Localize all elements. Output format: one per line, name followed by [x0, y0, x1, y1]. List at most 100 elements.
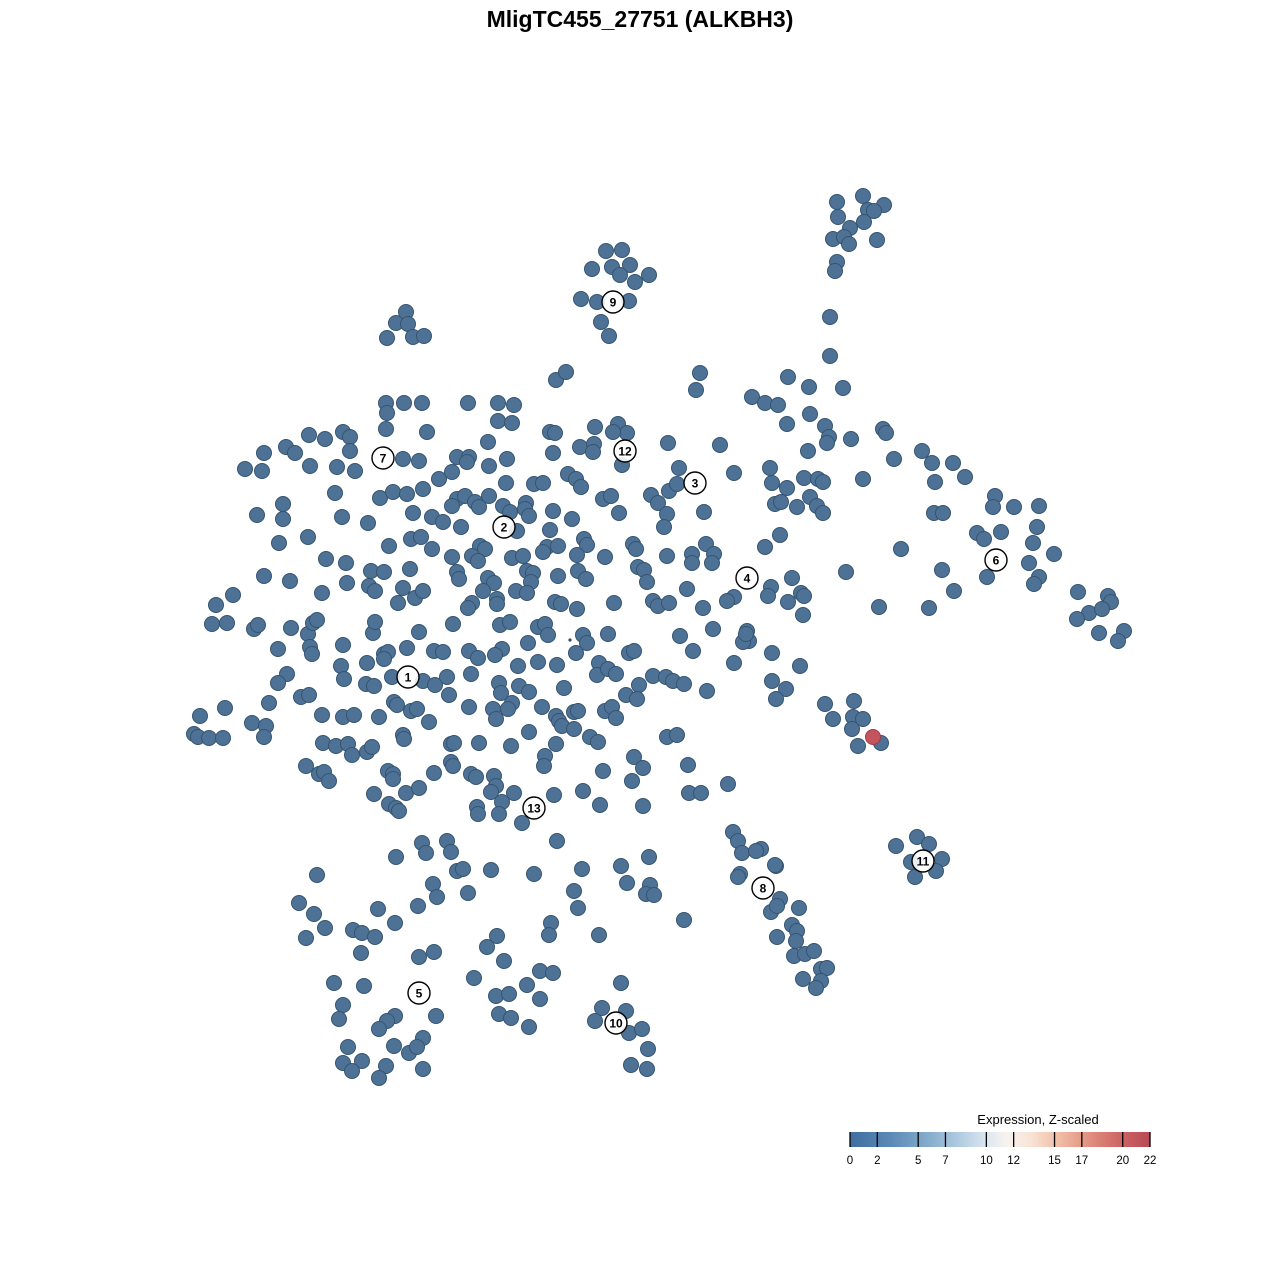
data-point: [764, 673, 780, 689]
data-point: [335, 637, 351, 653]
data-point: [935, 505, 951, 521]
legend-tick-label: 5: [915, 1155, 921, 1167]
data-point: [376, 651, 392, 667]
data-point: [878, 425, 894, 441]
data-point: [578, 571, 594, 587]
data-point: [367, 614, 383, 630]
data-point: [275, 511, 291, 527]
data-point: [789, 499, 805, 515]
data-point: [626, 749, 642, 765]
data-point: [446, 735, 462, 751]
data-point: [367, 583, 383, 599]
data-point: [475, 583, 491, 599]
data-point: [287, 445, 303, 461]
cluster-label-text: 4: [744, 572, 751, 586]
data-point: [270, 675, 286, 691]
data-point: [635, 760, 651, 776]
data-point: [201, 730, 217, 746]
data-point: [306, 906, 322, 922]
data-point: [426, 944, 442, 960]
data-point: [490, 395, 506, 411]
data-point: [817, 696, 833, 712]
cluster-label-text: 5: [416, 987, 423, 1001]
data-point: [784, 570, 800, 586]
data-point: [431, 471, 447, 487]
data-point: [579, 537, 595, 553]
data-point: [411, 949, 427, 965]
data-point: [411, 624, 427, 640]
mini-data-point: [568, 638, 572, 642]
data-point: [488, 988, 504, 1004]
data-point: [396, 395, 412, 411]
data-point: [535, 475, 551, 491]
data-point: [399, 640, 415, 656]
data-point: [500, 701, 516, 717]
legend-colorbar: Expression, Z-scaled 0 2 5 7 10 12 15 17 20 22: [847, 1112, 1157, 1167]
data-point: [676, 912, 692, 928]
data-point: [566, 883, 582, 899]
data-point: [208, 597, 224, 613]
data-point: [844, 721, 860, 737]
legend-ticks: 0 2 5 7 10 12 15 17 20 22: [847, 1132, 1156, 1167]
data-point: [595, 763, 611, 779]
data-point: [660, 435, 676, 451]
data-point: [886, 451, 902, 467]
cluster-label-text: 8: [760, 882, 767, 896]
data-point: [762, 460, 778, 476]
data-point: [489, 928, 505, 944]
data-point: [335, 997, 351, 1013]
data-point: [315, 735, 331, 751]
data-point: [275, 496, 291, 512]
data-point: [757, 539, 773, 555]
data-point: [256, 445, 272, 461]
data-point: [503, 1010, 519, 1026]
data-point: [354, 1053, 370, 1069]
data-point: [979, 569, 995, 585]
data-point: [1029, 519, 1045, 535]
data-point: [468, 769, 484, 785]
cluster-label-circle: [601, 290, 625, 314]
data-point: [379, 330, 395, 346]
data-point: [471, 499, 487, 515]
data-point: [825, 711, 841, 727]
data-point: [556, 680, 572, 696]
data-point: [685, 643, 701, 659]
data-point: [282, 573, 298, 589]
data-point: [600, 626, 616, 642]
data-point: [483, 862, 499, 878]
data-point: [339, 575, 355, 591]
data-point: [888, 838, 904, 854]
data-point: [628, 541, 644, 557]
data-point: [553, 596, 569, 612]
data-point: [558, 364, 574, 380]
data-point: [634, 1021, 650, 1037]
data-point: [779, 480, 795, 496]
cluster-label-circle: [911, 849, 935, 873]
data-point: [291, 895, 307, 911]
data-point: [532, 963, 548, 979]
data-point: [426, 765, 442, 781]
data-point: [778, 681, 794, 697]
data-point: [640, 1041, 656, 1057]
data-point: [570, 900, 586, 916]
data-point: [466, 970, 482, 986]
data-point: [483, 784, 499, 800]
data-point: [614, 242, 630, 258]
data-point: [1021, 555, 1037, 571]
cluster-label-circle: [604, 1011, 628, 1035]
data-point: [441, 687, 457, 703]
data-point: [573, 291, 589, 307]
data-point: [921, 600, 937, 616]
data-point: [780, 594, 796, 610]
data-point: [271, 535, 287, 551]
legend-tick-label: 15: [1048, 1155, 1061, 1167]
data-point: [499, 451, 515, 467]
data-point: [415, 481, 431, 497]
data-point: [730, 869, 746, 885]
data-point: [409, 701, 425, 717]
data-point: [927, 474, 943, 490]
data-point: [301, 427, 317, 443]
data-point: [587, 419, 603, 435]
cluster-label-text: 6: [993, 554, 1000, 568]
data-point: [534, 699, 550, 715]
